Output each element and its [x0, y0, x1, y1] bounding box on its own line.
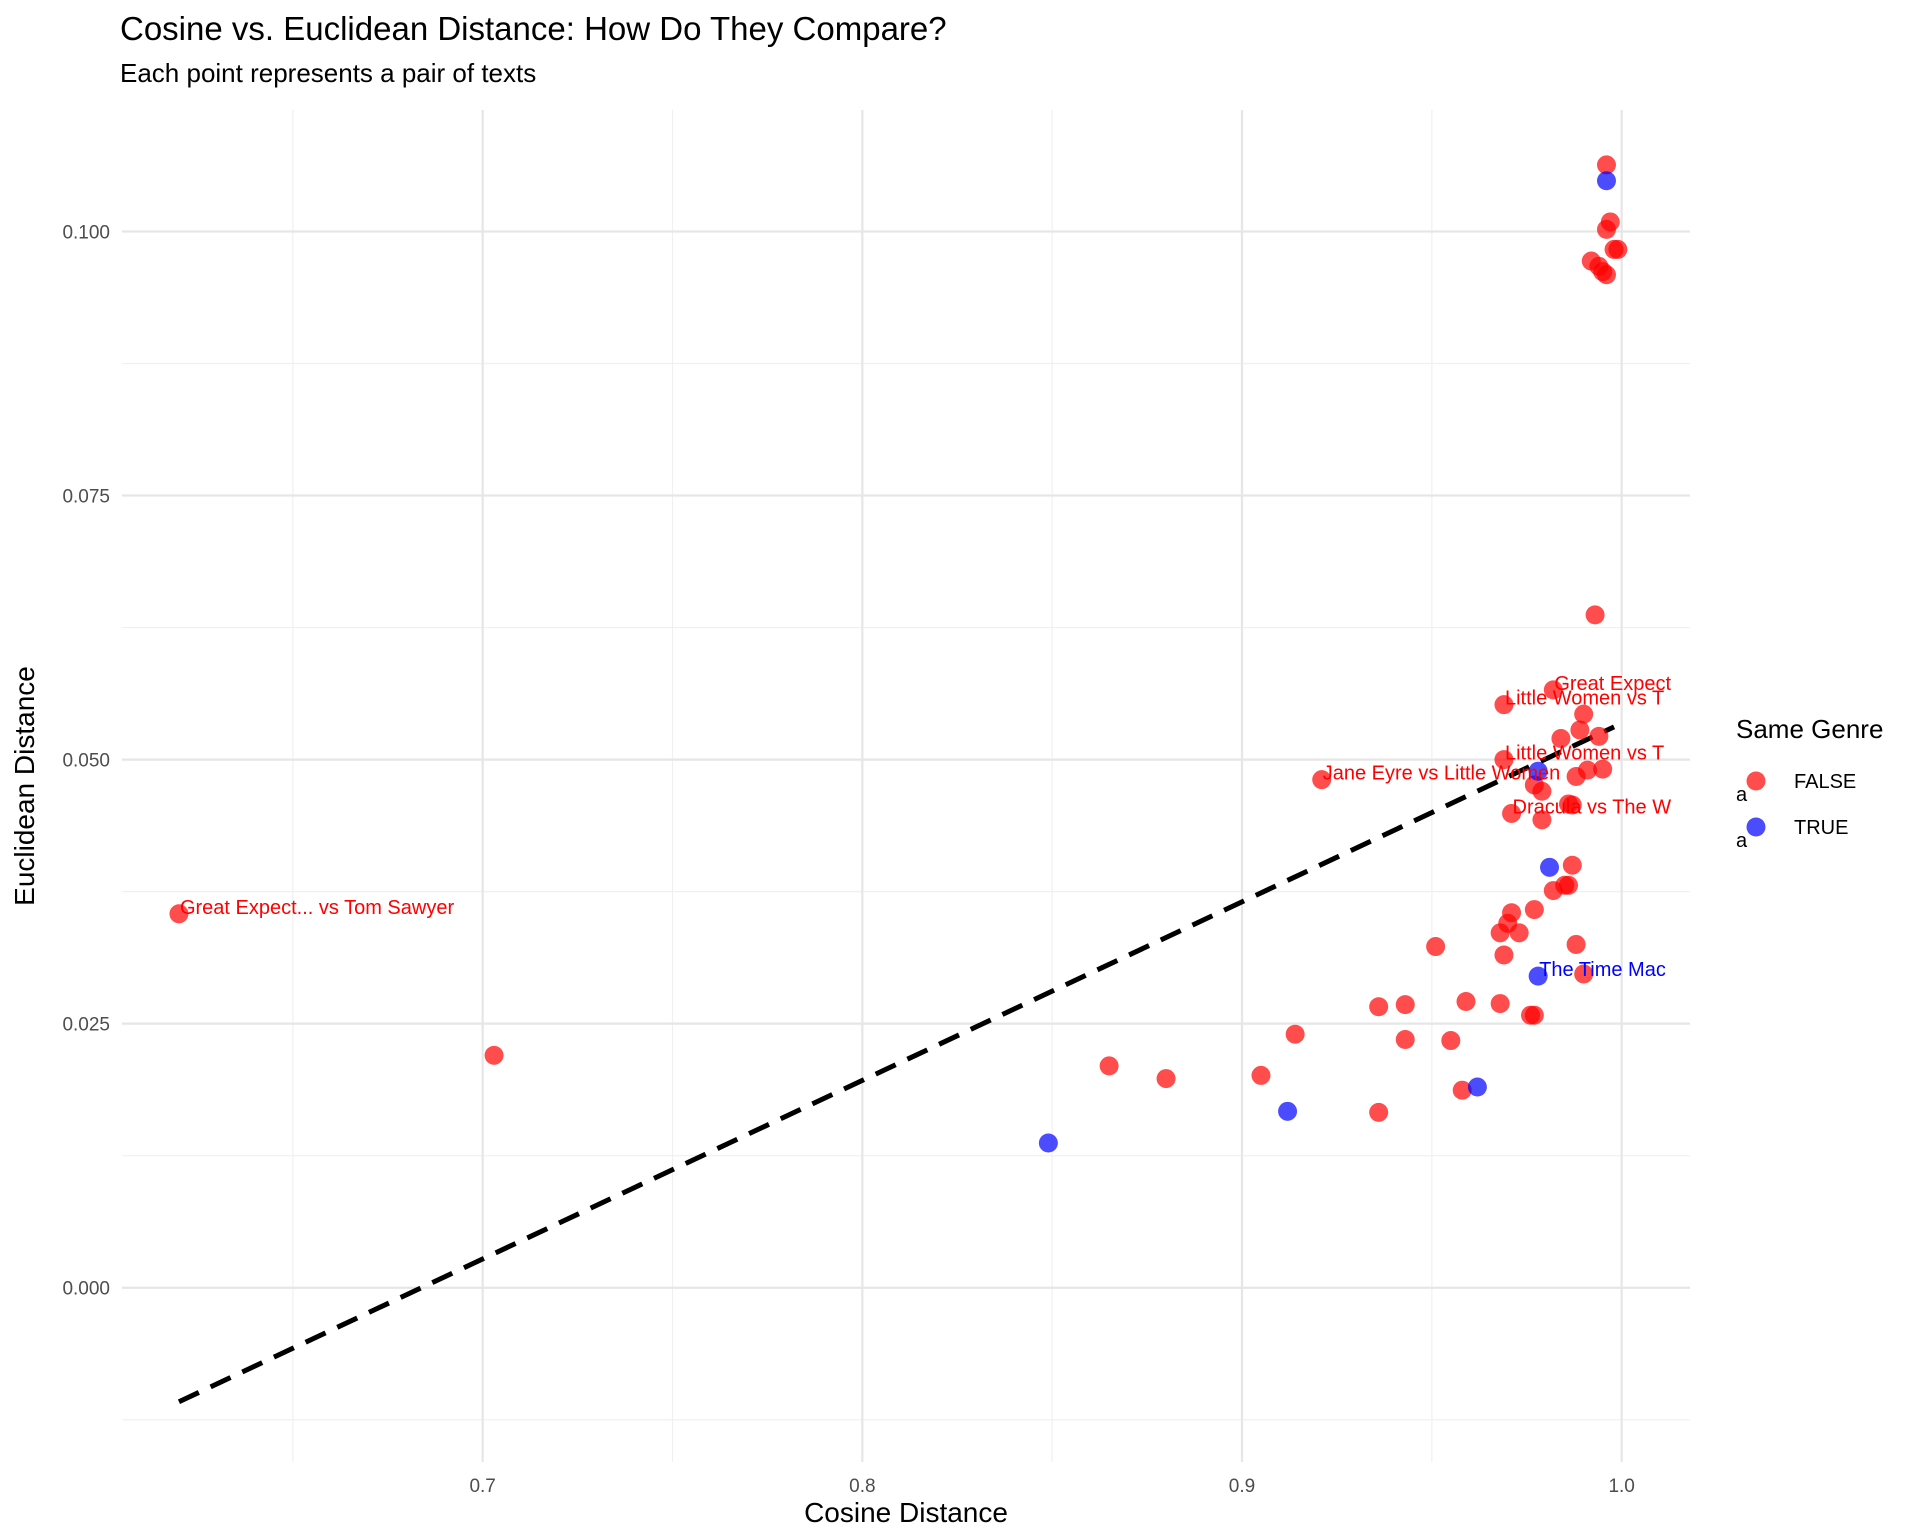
data-point-false	[1502, 903, 1522, 923]
data-point-false	[1494, 695, 1514, 715]
point-labels: Great Expect... vs Tom Sawyer Jane Eyre v…	[180, 673, 1672, 981]
chart-title: Cosine vs. Euclidean Distance: How Do Th…	[120, 10, 947, 47]
data-point-false	[1369, 1102, 1389, 1122]
data-point-false	[1596, 155, 1616, 175]
data-point-false	[1509, 923, 1529, 943]
data-point-false	[1099, 1056, 1119, 1076]
legend-title: Same Genre	[1736, 714, 1883, 744]
y-axis-title: Euclidean Distance	[9, 666, 40, 906]
data-point-false	[1490, 994, 1510, 1014]
data-point-true	[1528, 761, 1548, 781]
data-point-false	[1608, 239, 1628, 259]
x-tick-label: 0.9	[1229, 1476, 1255, 1497]
data-point-true	[1278, 1101, 1298, 1121]
data-point-false	[1524, 900, 1544, 920]
data-point-true	[1528, 966, 1548, 986]
data-point-false	[1596, 265, 1616, 285]
point-label: Dracula vs The W	[1513, 796, 1672, 818]
data-point-false	[484, 1045, 504, 1065]
legend-key-false	[1746, 771, 1766, 791]
legend-key-text: a	[1736, 784, 1748, 806]
data-points	[169, 155, 1628, 1153]
x-tick-label: 0.7	[469, 1476, 495, 1497]
data-point-false	[1441, 1031, 1461, 1051]
data-point-false	[1574, 964, 1594, 984]
data-point-true	[1540, 857, 1560, 877]
x-tick-label: 1.0	[1608, 1476, 1634, 1497]
point-label: Great Expect	[1554, 673, 1671, 695]
data-point-false	[1589, 726, 1609, 746]
legend: Same Genre a FALSE a TRUE	[1736, 714, 1883, 852]
data-point-false	[1559, 875, 1579, 895]
data-point-false	[1543, 680, 1563, 700]
data-point-true	[1596, 171, 1616, 191]
data-point-false	[1551, 728, 1571, 748]
point-label: Little Women vs T	[1505, 743, 1664, 765]
data-point-false	[1562, 795, 1582, 815]
data-point-true	[1467, 1077, 1487, 1097]
data-point-false	[1494, 750, 1514, 770]
data-point-false	[1426, 937, 1446, 957]
point-label: Little Women vs T	[1505, 688, 1664, 710]
y-tick-label: 0.000	[62, 1279, 110, 1300]
data-point-false	[1600, 212, 1620, 232]
data-point-false	[1502, 803, 1522, 823]
y-tick-label: 0.075	[62, 487, 110, 508]
chart-subtitle: Each point represents a pair of texts	[120, 58, 536, 88]
data-point-false	[1570, 720, 1590, 740]
data-point-false	[169, 904, 189, 924]
data-point-false	[1577, 760, 1597, 780]
x-tick-label: 0.8	[849, 1476, 875, 1497]
legend-label-true: TRUE	[1794, 817, 1848, 839]
point-label: The Time Mac	[1539, 959, 1666, 981]
legend-items: a FALSE a TRUE	[1736, 771, 1856, 852]
data-point-false	[1395, 995, 1415, 1015]
data-point-false	[1585, 605, 1605, 625]
data-point-false	[1593, 759, 1613, 779]
data-point-true	[1038, 1133, 1058, 1153]
data-point-false	[1532, 781, 1552, 801]
data-point-false	[1395, 1030, 1415, 1049]
reference-line-group	[177, 724, 1616, 1405]
data-point-false	[1369, 997, 1389, 1017]
point-label: Jane Eyre vs Little Women	[1323, 763, 1561, 785]
data-point-false	[1156, 1069, 1176, 1089]
data-point-false	[1312, 770, 1332, 790]
data-point-false	[1285, 1024, 1305, 1044]
data-point-false	[1532, 810, 1552, 830]
data-point-false	[1494, 945, 1514, 965]
data-point-false	[1574, 704, 1594, 724]
legend-key-text: a	[1736, 830, 1748, 852]
data-point-false	[1456, 991, 1476, 1011]
y-tick-label: 0.050	[62, 751, 110, 772]
y-tick-label: 0.025	[62, 1015, 110, 1036]
data-point-false	[1566, 934, 1586, 954]
y-tick-label: 0.100	[62, 222, 110, 243]
x-axis-title: Cosine Distance	[804, 1497, 1008, 1528]
legend-label-false: FALSE	[1794, 771, 1856, 793]
legend-key-true	[1746, 817, 1766, 837]
point-label: Great Expect... vs Tom Sawyer	[180, 897, 455, 919]
data-point-false	[1251, 1065, 1271, 1085]
reference-line	[177, 724, 1616, 1405]
data-point-false	[1524, 1005, 1544, 1025]
y-axis-ticks: 0.000 0.025 0.050 0.075 0.100	[62, 222, 110, 1299]
gridlines	[122, 110, 1690, 1462]
data-point-false	[1452, 1080, 1472, 1100]
data-point-false	[1562, 855, 1582, 875]
x-axis-ticks: 0.7 0.8 0.9 1.0	[469, 1476, 1634, 1497]
